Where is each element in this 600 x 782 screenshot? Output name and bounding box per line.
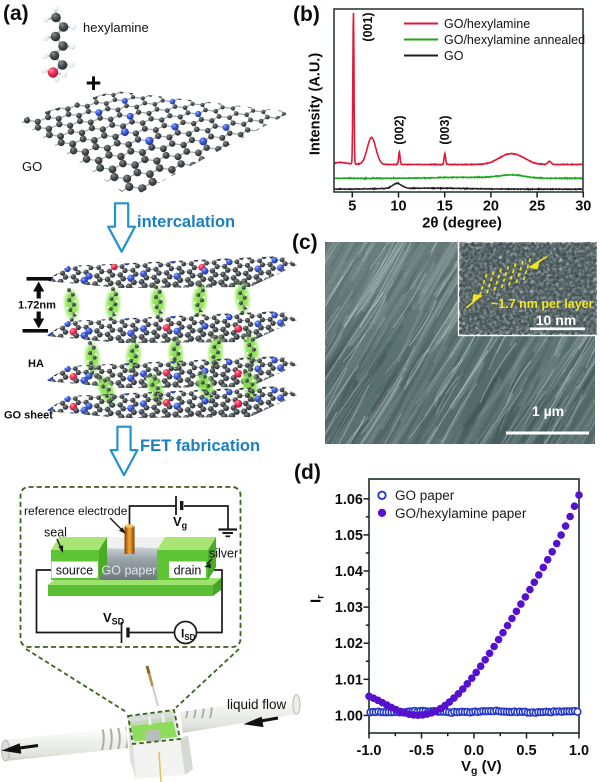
svg-text:~1.7 nm per layer: ~1.7 nm per layer	[491, 297, 594, 311]
svg-text:VSD: VSD	[103, 610, 125, 627]
svg-text:GO: GO	[22, 159, 42, 174]
svg-text:1.05: 1.05	[335, 528, 363, 544]
svg-text:GO sheet: GO sheet	[4, 410, 53, 422]
svg-text:25: 25	[529, 199, 545, 215]
svg-text:1.04: 1.04	[335, 564, 363, 580]
svg-text:10 nm: 10 nm	[536, 312, 576, 328]
svg-text:intercalation: intercalation	[137, 213, 235, 231]
svg-text:GO/hexylamine paper: GO/hexylamine paper	[395, 506, 527, 521]
svg-text:+: +	[86, 68, 102, 98]
svg-text:silver: silver	[209, 547, 238, 561]
svg-text:-1.0: -1.0	[357, 743, 382, 759]
svg-text:FET fabrication: FET fabrication	[140, 437, 260, 455]
svg-text:GO/hexylamine: GO/hexylamine	[444, 17, 530, 31]
svg-text:0.0: 0.0	[464, 743, 484, 759]
svg-text:1.03: 1.03	[335, 600, 363, 616]
svg-text:Intensity (A.U.): Intensity (A.U.)	[308, 53, 324, 155]
svg-text:2θ (degree): 2θ (degree)	[422, 215, 502, 232]
svg-text:GO: GO	[444, 49, 464, 63]
svg-text:source: source	[56, 564, 94, 578]
svg-text:1.00: 1.00	[335, 708, 363, 724]
svg-text:0.5: 0.5	[516, 743, 536, 759]
svg-text:Vg (V): Vg (V)	[461, 758, 502, 777]
svg-text:(d): (d)	[294, 461, 321, 484]
svg-text:(002): (002)	[393, 115, 407, 144]
svg-text:1 µm: 1 µm	[532, 403, 564, 419]
svg-text:20: 20	[483, 199, 499, 215]
svg-text:1.01: 1.01	[335, 672, 363, 688]
svg-text:seal: seal	[44, 526, 67, 540]
svg-text:(b): (b)	[293, 3, 320, 26]
svg-text:5: 5	[348, 199, 356, 215]
svg-text:hexylamine: hexylamine	[83, 20, 149, 35]
svg-text:liquid flow: liquid flow	[227, 697, 287, 712]
svg-text:10: 10	[390, 199, 406, 215]
svg-text:(c): (c)	[292, 231, 318, 254]
svg-text:(003): (003)	[438, 115, 452, 144]
svg-text:(a): (a)	[3, 2, 29, 25]
svg-text:30: 30	[575, 199, 591, 215]
svg-text:1.06: 1.06	[335, 492, 363, 508]
svg-text:reference electrode: reference electrode	[24, 504, 128, 518]
svg-text:15: 15	[437, 199, 453, 215]
svg-text:1.02: 1.02	[335, 636, 363, 652]
svg-text:(001): (001)	[361, 12, 375, 41]
svg-text:GO paper: GO paper	[395, 488, 455, 503]
svg-text:Ir: Ir	[308, 595, 327, 603]
svg-text:drain: drain	[174, 564, 202, 578]
svg-text:HA: HA	[28, 358, 44, 370]
svg-text:1.0: 1.0	[569, 743, 589, 759]
svg-text:Vg: Vg	[173, 514, 187, 531]
svg-text:GO paper: GO paper	[102, 564, 157, 578]
svg-text:-0.5: -0.5	[409, 743, 434, 759]
svg-text:1.72nm: 1.72nm	[18, 300, 56, 312]
svg-text:GO/hexylamine annealed: GO/hexylamine annealed	[444, 33, 585, 47]
